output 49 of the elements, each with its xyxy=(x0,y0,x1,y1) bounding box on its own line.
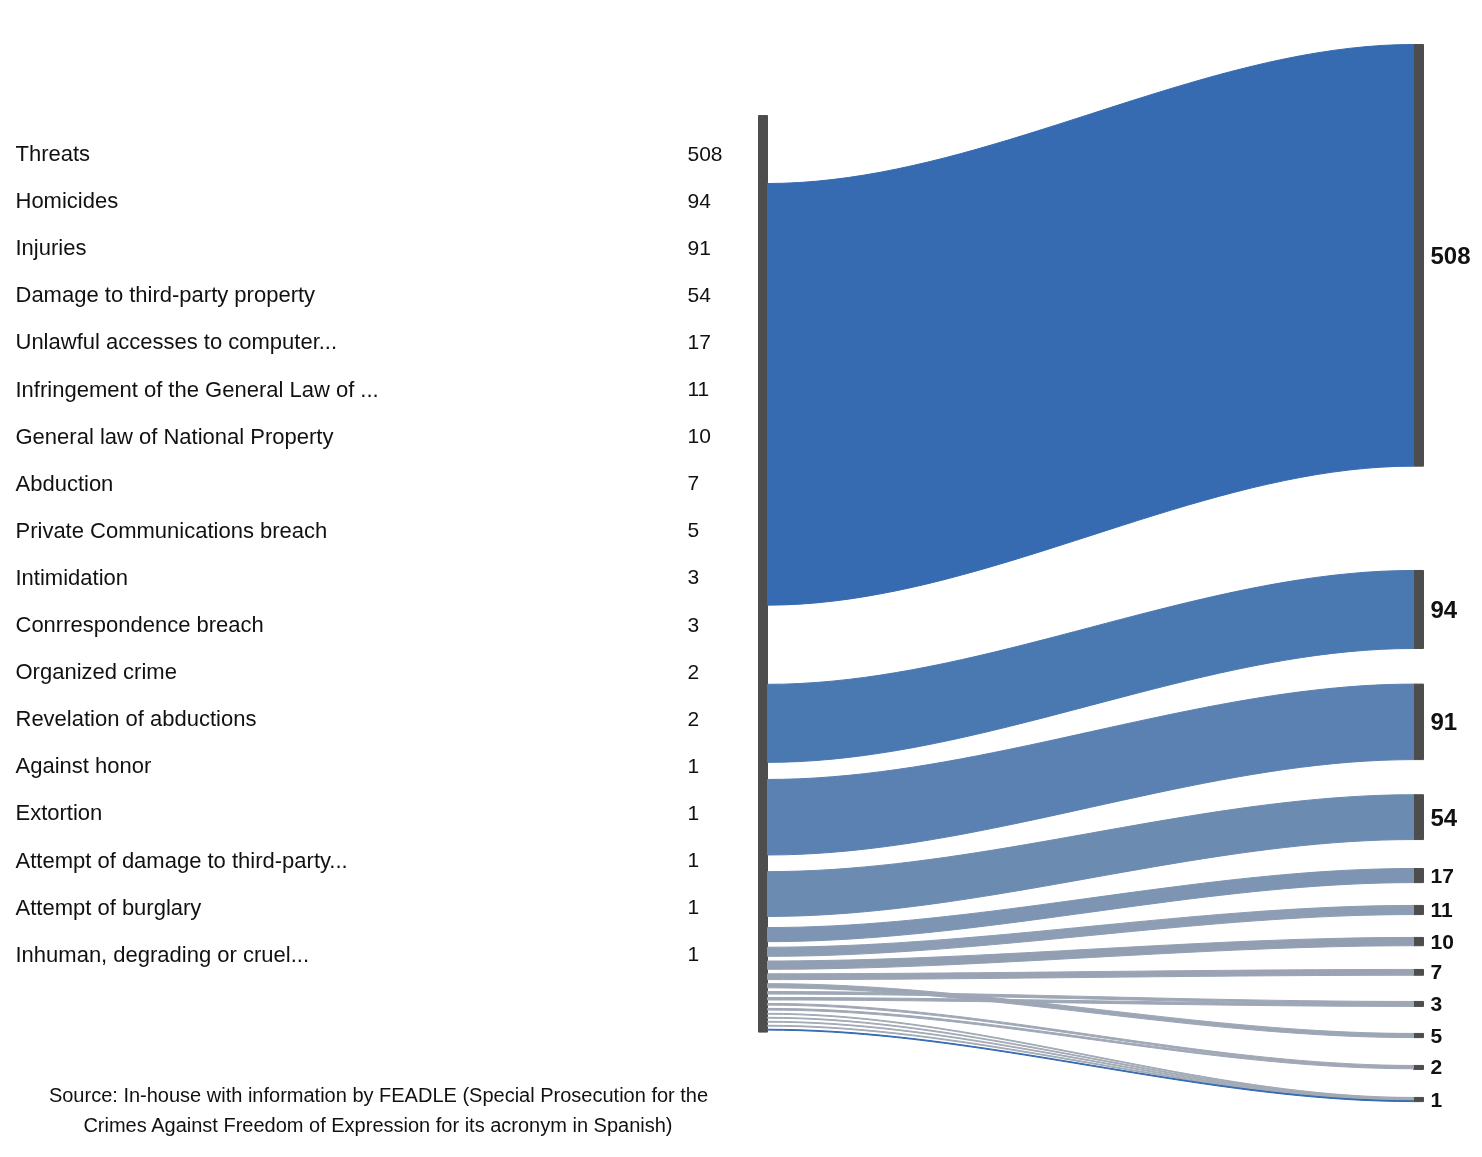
data-label: 11 xyxy=(687,377,710,400)
text: 17 xyxy=(1430,863,1454,887)
data-label: 2 xyxy=(687,706,700,730)
category-label: Unlawful accesses to computer... xyxy=(15,329,338,355)
category-label: Injuries xyxy=(15,235,87,261)
category-label: Attempt of damage to third-party... xyxy=(15,847,348,873)
data-label: 94 xyxy=(687,188,712,212)
data-label: 1 xyxy=(687,800,700,824)
category-label: Organized crime xyxy=(15,659,177,685)
data-label: 3 xyxy=(687,565,700,589)
category-label: Revelation of abductions xyxy=(15,706,257,732)
text: 7 xyxy=(1430,960,1443,984)
data-label: 508 xyxy=(687,141,723,165)
text: 508 xyxy=(1430,241,1471,269)
category-label: Conrrespondence breach xyxy=(15,612,264,637)
category-label: Infringement of the General Law of ... xyxy=(15,376,379,402)
text: 11 xyxy=(1430,898,1454,922)
category-label: Abduction xyxy=(15,470,114,496)
category-label: Extortion xyxy=(15,800,103,826)
data-label: 7 xyxy=(687,471,700,495)
source-note: Source: In-house with information by FEADLE (Special Prosecution for the Crimes Against Freedom of Expression for its acronym in Spanish) xyxy=(48,1083,709,1136)
data-label: 1 xyxy=(687,895,700,919)
text: 94 xyxy=(1430,595,1458,623)
data-label: 1 xyxy=(687,753,700,777)
data-label: 17 xyxy=(687,329,711,353)
data-label: 91 xyxy=(687,235,711,259)
text: 5 xyxy=(1430,1023,1443,1047)
data-label: 5 xyxy=(687,518,700,542)
category-label: Against honor xyxy=(15,753,152,779)
data-label: 2 xyxy=(687,659,700,683)
category-label: Damage to third-party property xyxy=(15,282,316,308)
text: 2 xyxy=(1430,1055,1443,1079)
text: 1 xyxy=(1430,1087,1443,1111)
data-label: 10 xyxy=(687,424,711,448)
data-label: 1 xyxy=(687,942,700,966)
category-label: Homicides xyxy=(15,188,119,214)
category-label: Threats xyxy=(15,141,91,166)
data-label: 54 xyxy=(687,282,712,306)
text: 3 xyxy=(1430,991,1443,1015)
text: 91 xyxy=(1430,708,1458,736)
category-label: Attempt of burglary xyxy=(15,894,202,920)
text: 54 xyxy=(1430,803,1458,831)
category-label: Private Communications breach xyxy=(15,517,328,543)
category-label: Inhuman, degrading or cruel... xyxy=(15,941,310,967)
text: 10 xyxy=(1430,929,1454,953)
data-label: 1 xyxy=(687,848,700,871)
category-label: General law of National Property xyxy=(15,423,334,449)
data-label: 3 xyxy=(687,612,700,636)
category-label: Intimidation xyxy=(15,564,129,590)
